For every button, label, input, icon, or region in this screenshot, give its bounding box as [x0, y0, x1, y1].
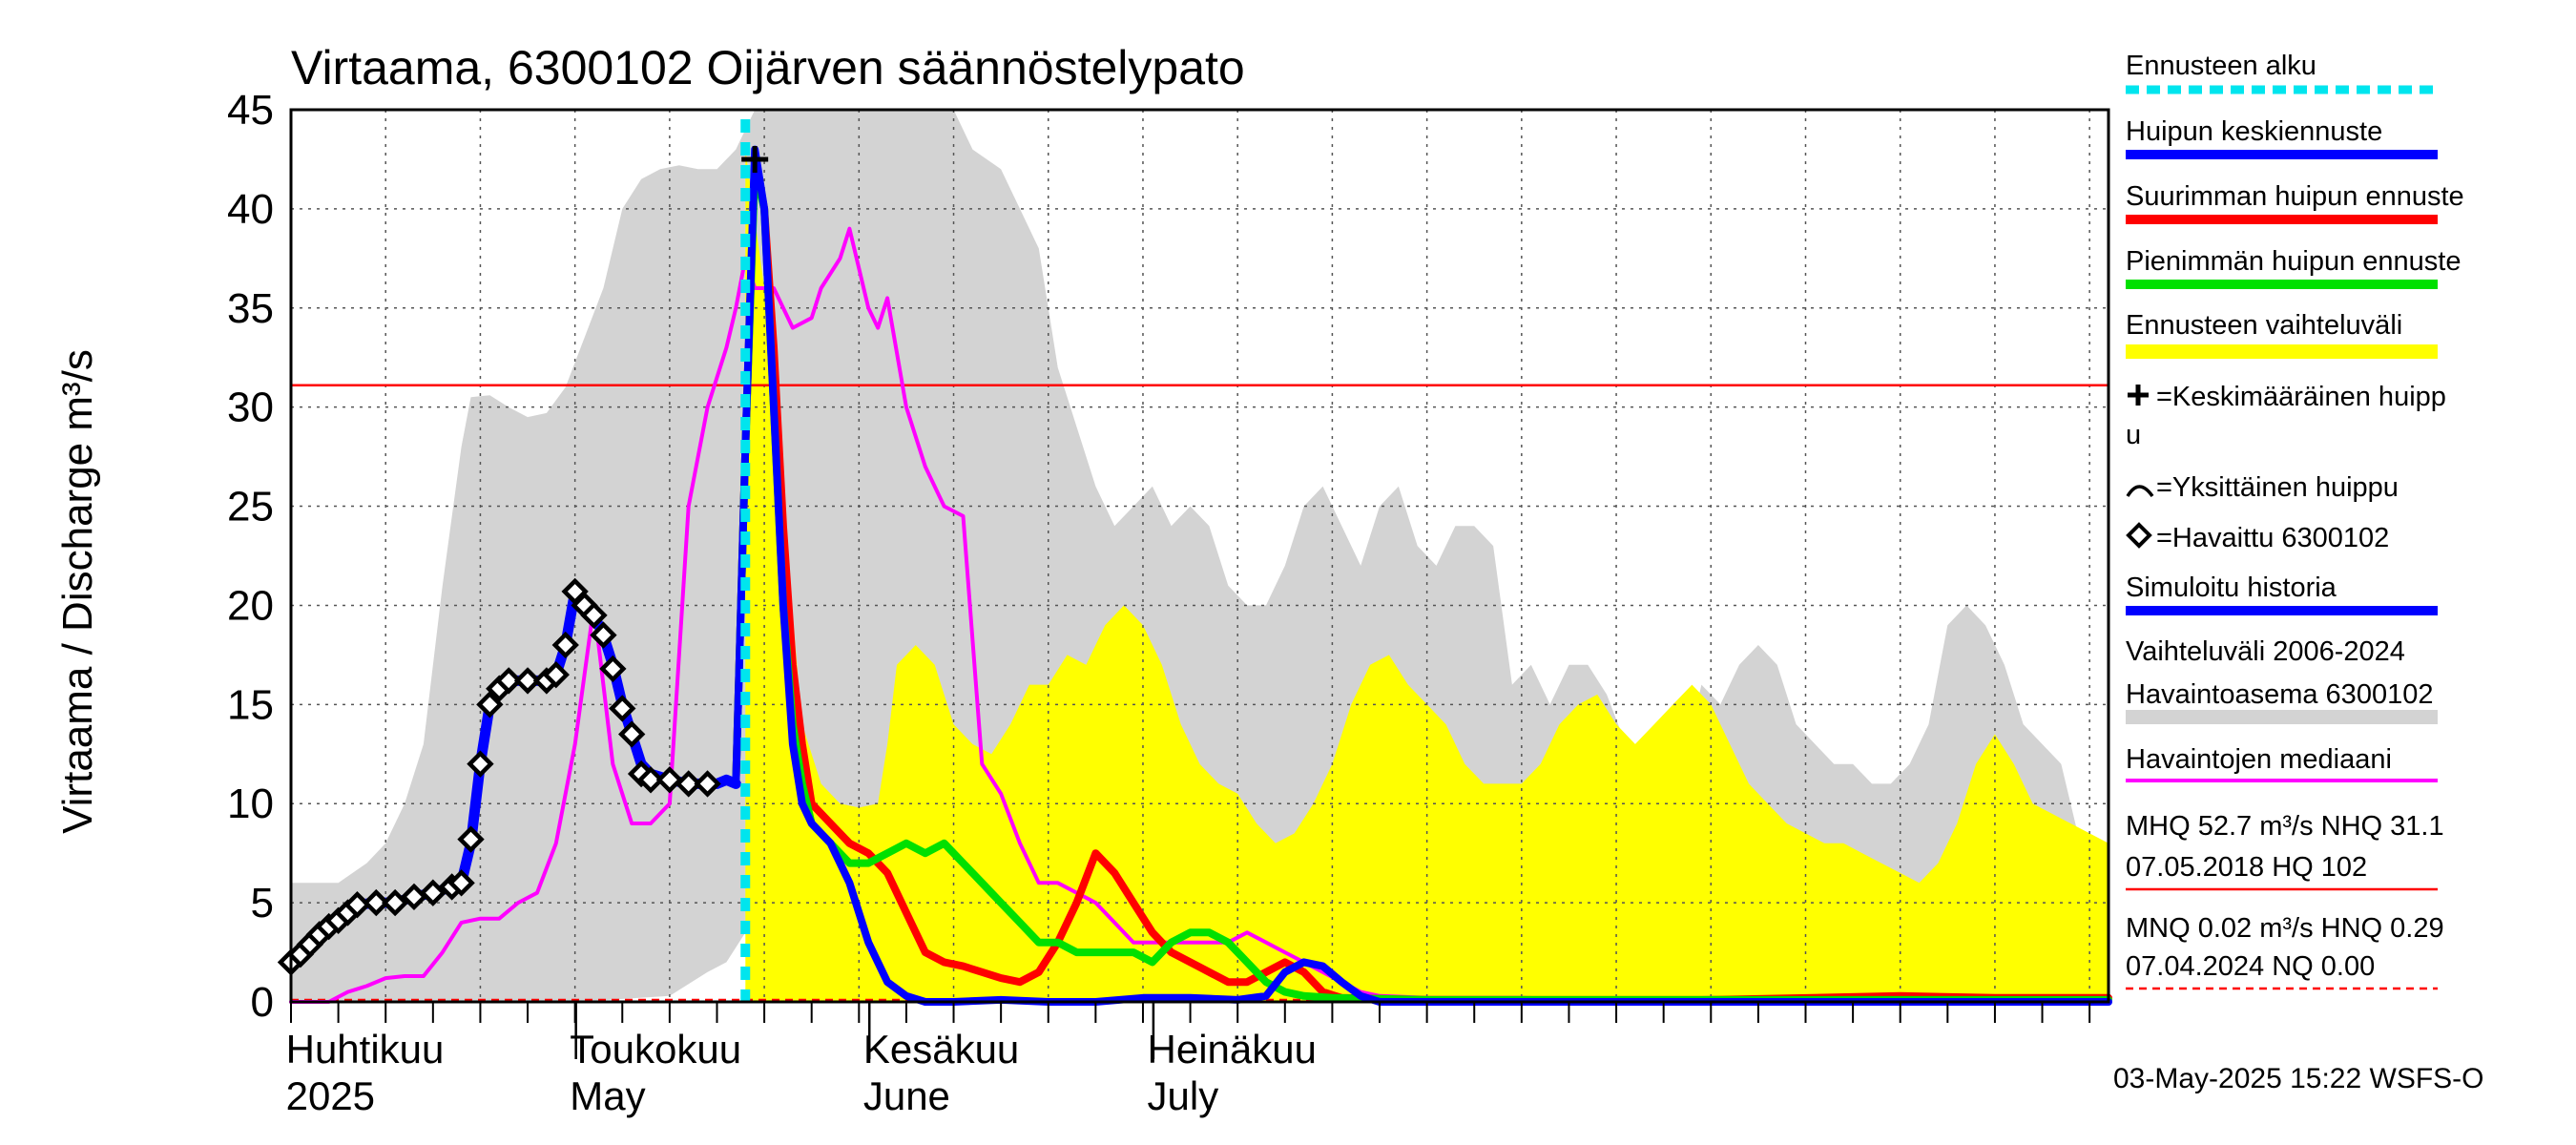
observed-point-31	[636, 766, 665, 794]
legend: Ennusteen alku Huipun keskiennuste Suurimm…	[2126, 51, 2464, 990]
plot-area: 051015202530354045Huhtikuu2025ToukokuuMa…	[227, 87, 2112, 1118]
legend-swatch-history-range	[2126, 710, 2438, 724]
month-label-en: July	[1148, 1073, 1219, 1118]
observed-point-25	[580, 601, 608, 630]
legend-label-13: MHQ 52.7 m³/s NHQ 31.1	[2126, 811, 2444, 842]
observed-point-29	[618, 720, 646, 748]
legend-label-5: =Keskimääräinen huipp	[2156, 382, 2446, 412]
mean-peak-marker	[741, 145, 769, 173]
observed-point-9	[381, 888, 409, 917]
y-tick-label: 10	[227, 781, 274, 827]
chart-title: Virtaama, 6300102 Oijärven säännöstelypa…	[291, 41, 1245, 94]
observed-point-13	[447, 869, 475, 897]
month-label-en: 2025	[286, 1073, 375, 1118]
legend-label-1: Huipun keskiennuste	[2126, 116, 2382, 147]
legend-label-11: Havaintoasema 6300102	[2126, 679, 2433, 710]
legend-label-3: Pienimmän huipun ennuste	[2126, 246, 2461, 277]
observed-point-16	[476, 691, 504, 718]
observed-point-33	[675, 770, 702, 798]
y-axis-label: Virtaama / Discharge m³/s	[54, 349, 101, 834]
y-tick-label: 30	[227, 385, 274, 431]
legend-label-10: Vaihteluväli 2006-2024	[2126, 636, 2405, 667]
y-tick-label: 25	[227, 484, 274, 531]
observed-point-8	[363, 888, 390, 917]
observed-point-34	[694, 770, 721, 798]
forecast-range-band	[745, 149, 2109, 1003]
legend-label-15: MNQ 0.02 m³/s HNQ 0.29	[2126, 913, 2444, 944]
month-label-en: May	[570, 1073, 645, 1118]
observed-point-14	[457, 825, 485, 853]
y-tick-label: 15	[227, 681, 274, 728]
month-label-fi: Kesäkuu	[863, 1027, 1019, 1072]
y-tick-label: 0	[251, 979, 274, 1026]
month-label-fi: Toukokuu	[570, 1027, 741, 1072]
plot-frame	[289, 108, 2110, 1004]
observed-point-32	[655, 766, 684, 794]
y-tick-label: 5	[251, 880, 274, 926]
observed-point-15	[467, 750, 494, 778]
legend-label-0: Ennusteen alku	[2126, 51, 2316, 81]
month-label-fi: Heinäkuu	[1148, 1027, 1317, 1072]
y-tick-label: 40	[227, 186, 274, 233]
observed-point-26	[590, 621, 617, 649]
legend-label-16: 07.04.2024 NQ 0.00	[2126, 951, 2375, 982]
legend-swatch-single-peak	[2126, 485, 2154, 498]
legend-label-9: Simuloitu historia	[2126, 572, 2337, 603]
legend-swatch-forecast-range	[2126, 344, 2438, 359]
observed-point-27	[599, 655, 627, 683]
timestamp-label: 03-May-2025 15:22 WSFS-O	[2113, 1063, 2484, 1094]
y-tick-label: 35	[227, 285, 274, 332]
legend-label-12: Havaintojen mediaani	[2126, 744, 2392, 775]
observed-point-19	[513, 667, 542, 695]
observed-point-18	[495, 667, 523, 695]
legend-label-7: =Yksittäinen huippu	[2156, 472, 2399, 503]
legend-label-14: 07.05.2018 HQ 102	[2126, 852, 2367, 883]
legend-swatch-mean-peak	[2128, 385, 2149, 406]
legend-label-2: Suurimman huipun ennuste	[2126, 181, 2464, 212]
legend-swatch-observed	[2126, 522, 2152, 549]
observed-point-28	[609, 695, 636, 722]
observed-point-11	[419, 879, 447, 906]
month-label-en: June	[863, 1073, 950, 1118]
month-label-fi: Huhtikuu	[286, 1027, 445, 1072]
y-tick-label: 20	[227, 582, 274, 629]
observed-point-21	[542, 660, 570, 689]
legend-label-8: =Havaittu 6300102	[2156, 523, 2389, 553]
series-line-0	[289, 226, 2110, 1004]
y-tick-label: 45	[227, 87, 274, 134]
legend-label-4: Ennusteen vaihteluväli	[2126, 310, 2402, 341]
observed-point-22	[551, 631, 579, 659]
legend-label-6: u	[2126, 420, 2141, 450]
